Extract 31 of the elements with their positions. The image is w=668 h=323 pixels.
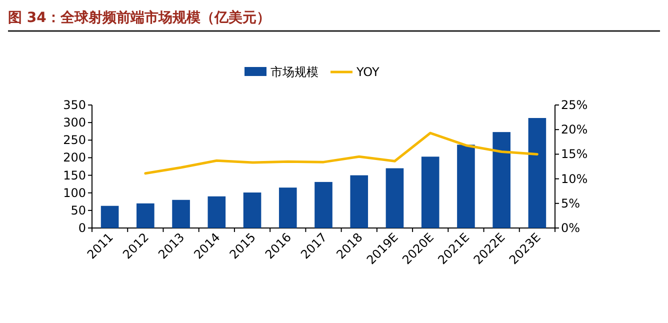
bar [100,206,119,228]
y-tick-label: 0 [78,221,86,235]
y-tick-label: 150 [63,168,86,182]
chart-title: 图 34：全球射频前端市场规模（亿美元） [8,9,270,26]
y2-tick-label: 0% [561,221,580,235]
bar [314,182,332,228]
y-tick-label: 250 [63,133,86,148]
legend-label: 市场规模 [270,65,318,79]
bar [243,192,262,228]
bar [350,175,368,228]
bar [172,200,190,228]
y-tick-label: 200 [63,150,86,165]
y-tick-label: 350 [63,98,86,112]
legend-label: YOY [356,65,380,79]
y2-tick-label: 10% [561,172,588,186]
y2-tick-label: 15% [561,147,588,162]
bar [386,168,404,228]
y2-tick-label: 20% [561,122,588,137]
y2-tick-label: 5% [561,196,580,210]
y-tick-label: 50 [70,203,86,218]
bar [457,144,475,228]
y2-tick-label: 25% [561,98,588,112]
bar [492,132,510,228]
y-tick-label: 300 [63,116,86,130]
bar [421,156,440,228]
bar [278,188,297,228]
y-tick-label: 100 [63,186,86,200]
line-series [144,132,538,175]
bar [208,196,226,228]
bar [136,203,154,228]
bar [528,118,546,228]
